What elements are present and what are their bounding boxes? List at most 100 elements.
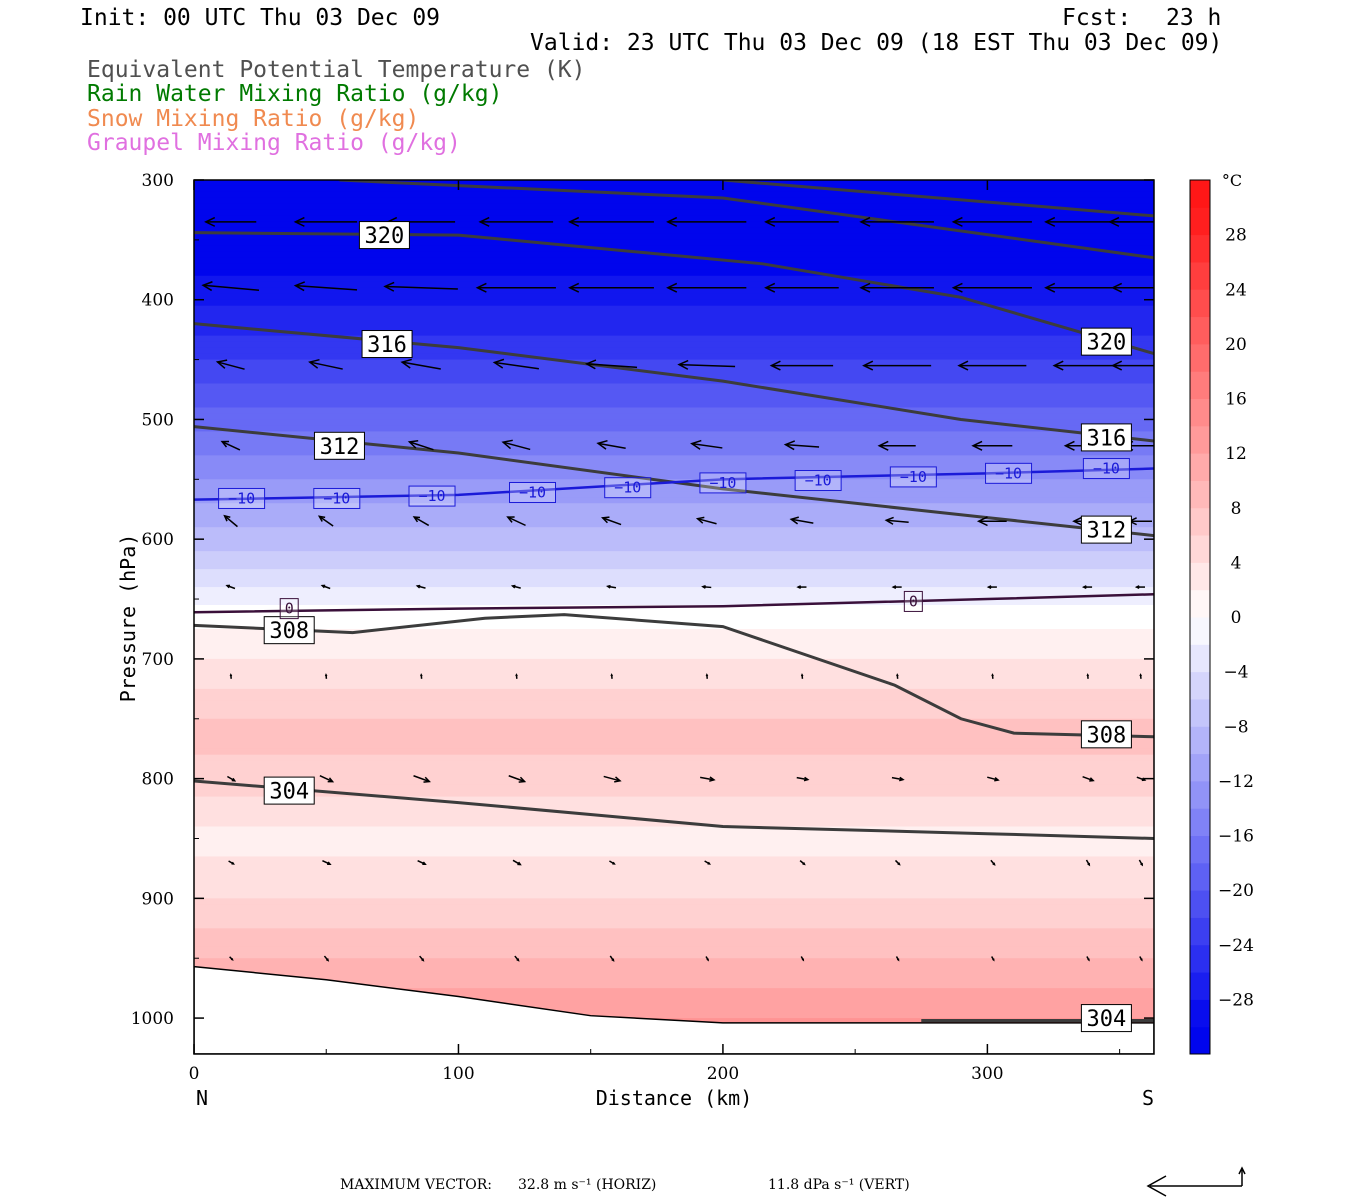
temperature-band [194, 748, 1154, 756]
temperature-band [194, 988, 1154, 996]
temperature-band [194, 419, 1154, 427]
wind-vector-shaft [796, 776, 808, 781]
wind-vector [293, 281, 358, 292]
contour-label-box [1080, 327, 1132, 356]
valid-time: Valid: 23 UTC Thu 03 Dec 09 (18 EST Thu … [530, 30, 1223, 56]
wind-vector-shaft [413, 516, 430, 527]
contour-label-text: 312 [1087, 519, 1127, 544]
contour-label-box [1080, 515, 1132, 544]
wind-vector-head [769, 360, 781, 371]
temperature-band [194, 563, 1154, 571]
wind-vector-head [991, 673, 994, 677]
wind-vector-head [584, 359, 597, 370]
temperature-band [194, 904, 1154, 912]
wind-vector [512, 859, 522, 866]
temperature-band [194, 437, 1154, 445]
wind-vector-head [986, 585, 992, 590]
temperature-band [194, 197, 1154, 205]
max-vector-vertical: 11.8 dPa s⁻¹ (VERT) [768, 1177, 910, 1193]
temperature-band [194, 730, 1154, 738]
wind-vector [420, 673, 423, 679]
wind-vector-head [568, 282, 580, 293]
wind-vector [990, 859, 996, 866]
temperature-band [194, 952, 1154, 960]
temperature-band [194, 886, 1154, 894]
contour-label-text: −10 [418, 487, 445, 505]
wind-vector [308, 358, 343, 370]
temperature-band [194, 766, 1154, 774]
wind-vector [666, 216, 747, 227]
temperature-band [194, 1006, 1154, 1014]
wind-vector [415, 584, 426, 589]
wind-vector [1085, 859, 1091, 867]
temperature-band [194, 970, 1154, 978]
wind-vector-shaft [886, 519, 909, 523]
wind-vector [501, 439, 531, 451]
colorbar-tick-label: 16 [1225, 390, 1247, 410]
wind-vector [610, 673, 614, 679]
y-tick-label: 600 [142, 530, 174, 550]
wind-vector [319, 774, 335, 783]
colorbar-tick-label: 24 [1225, 280, 1247, 300]
contour-label: −10 [313, 487, 361, 509]
colorbar-swatch [1190, 835, 1210, 864]
wind-vector [609, 860, 616, 865]
wind-vector-shaft [697, 517, 717, 525]
x-tick-label: 0 [189, 1064, 200, 1084]
wind-vector [705, 673, 709, 679]
wind-vector [799, 860, 806, 866]
wind-vector-head [383, 281, 395, 292]
temperature-band [194, 323, 1154, 331]
temperature-band [194, 203, 1154, 211]
contour-label-box [408, 485, 456, 507]
contour-label-text: 304 [1087, 1007, 1127, 1032]
contour-label: 0 [279, 598, 299, 620]
wind-vector [764, 282, 839, 293]
contour-label-box [313, 431, 365, 460]
contour-label: 320 [1080, 327, 1132, 356]
wind-vector-head [423, 776, 431, 783]
contour-label: −10 [604, 477, 652, 499]
wind-vector [877, 440, 916, 451]
colorbar-swatch [1190, 726, 1210, 755]
contour-label-box [699, 472, 747, 494]
temperature-band [194, 832, 1154, 840]
x-tick-label: 300 [971, 1064, 1003, 1084]
temperature-band [194, 539, 1154, 547]
wind-vector-head [308, 358, 320, 369]
colorbar-tick-label: 4 [1231, 553, 1242, 573]
temperature-band [194, 299, 1154, 307]
wind-vector-head [320, 584, 326, 589]
wind-vector-shaft [217, 361, 245, 370]
wind-vector-head [783, 440, 796, 451]
temperature-band [194, 311, 1154, 319]
colorbar-swatch [1190, 617, 1210, 645]
temperature-band [194, 305, 1154, 313]
colorbar-swatch [1190, 562, 1210, 591]
temperature-band [194, 575, 1154, 583]
theta-e-contour-304 [194, 779, 1154, 840]
wind-vector-head [327, 777, 335, 783]
temperature-band [194, 317, 1154, 325]
colorbar-swatch [1190, 371, 1210, 399]
max-vector-horizontal: 32.8 m s⁻¹ (HORIZ) [518, 1177, 657, 1193]
temperature-band [194, 700, 1154, 708]
wind-vector [1136, 776, 1147, 782]
temperature-band [194, 742, 1154, 750]
y-tick-label: 900 [142, 889, 174, 909]
wind-vector [783, 440, 820, 451]
temperature-band [194, 718, 1154, 726]
colorbar-tick-label: 12 [1225, 444, 1247, 464]
wind-vector [609, 955, 615, 962]
wind-vector [704, 860, 711, 865]
temperature-band [194, 449, 1154, 457]
temperature-band [194, 227, 1154, 235]
wind-vector [796, 776, 810, 782]
temperature-band [194, 269, 1154, 277]
wind-vector-shaft [221, 440, 241, 451]
colorbar-swatch [1190, 180, 1210, 208]
wind-vector-head [764, 282, 776, 293]
wind-vector [568, 216, 654, 227]
temperature-band [194, 664, 1154, 672]
contour-label-text: 308 [269, 619, 309, 644]
